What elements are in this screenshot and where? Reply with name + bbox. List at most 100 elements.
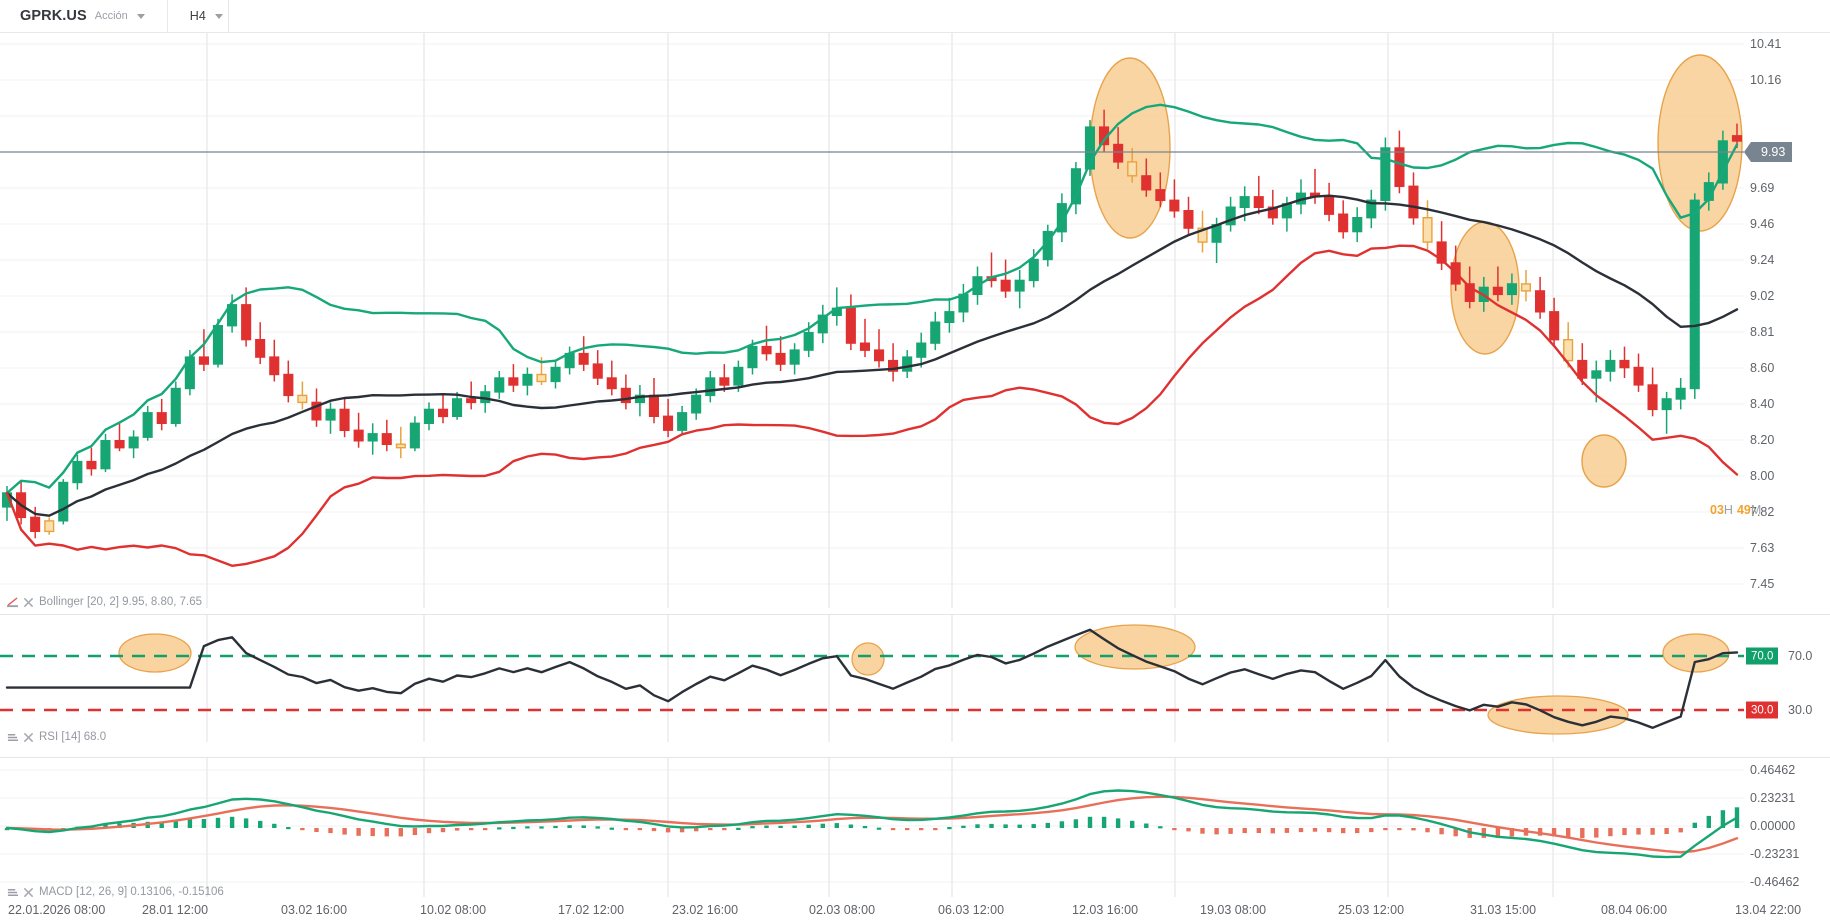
settings-icon[interactable]	[7, 887, 18, 898]
price-plot-area[interactable]	[0, 33, 1744, 608]
macd-tick: 0.00000	[1750, 819, 1796, 833]
price-scale[interactable]: 10.41 10.16 9.69 9.46 9.24 9.02 8.81 8.6…	[1743, 33, 1830, 608]
candle-body	[1436, 241, 1447, 264]
macd-histogram-bar	[1298, 828, 1304, 833]
candle-body	[114, 440, 125, 449]
macd-plot-area[interactable]	[0, 758, 1744, 897]
candle-body	[367, 433, 378, 442]
macd-histogram-bar	[1158, 826, 1163, 829]
macd-histogram-bar	[1256, 828, 1261, 833]
top-toolbar: GPRK.US Acción H4	[0, 0, 1830, 33]
macd-histogram-bar	[834, 823, 839, 828]
candle-body	[1000, 279, 1011, 292]
candle-body	[1731, 135, 1742, 142]
candle-body	[775, 352, 786, 365]
price-tick: 8.00	[1750, 469, 1775, 483]
macd-histogram-bar	[1369, 828, 1374, 833]
close-icon[interactable]	[23, 597, 34, 608]
candle-body	[170, 387, 181, 424]
chevron-down-icon	[136, 13, 145, 19]
settings-icon[interactable]	[7, 596, 18, 608]
candle-body	[1141, 175, 1152, 191]
candle-body	[536, 373, 547, 383]
candle-body	[494, 377, 505, 393]
macd-histogram-bar	[497, 827, 502, 830]
candle-body	[395, 443, 406, 449]
macd-histogram-bar	[623, 828, 629, 831]
macd-histogram-bar	[1270, 828, 1275, 834]
candle-body	[339, 408, 350, 431]
candle-body	[1267, 206, 1278, 219]
rsi-oversold-badge[interactable]: 30.0	[1746, 701, 1779, 719]
current-price-tag[interactable]: 9.93	[1743, 142, 1793, 162]
rsi-overbought-highlight-3	[1074, 624, 1196, 670]
macd-histogram-bar	[764, 825, 769, 828]
bollinger-legend[interactable]: Bollinger [20, 2] 9.95, 8.80, 7.65	[7, 596, 202, 608]
macd-histogram-bar	[215, 817, 221, 828]
macd-histogram-bar	[1551, 828, 1557, 837]
candle-body	[1408, 185, 1419, 219]
price-tick: 9.24	[1750, 253, 1775, 267]
rsi-overbought-badge[interactable]: 70.0	[1746, 647, 1779, 665]
candle-body	[283, 373, 294, 397]
candle-body	[1197, 227, 1208, 243]
macd-histogram-bar	[1073, 819, 1079, 828]
candle-body	[44, 520, 55, 533]
rsi-plot-area[interactable]	[0, 615, 1744, 742]
macd-histogram-bar	[1636, 828, 1641, 835]
symbol-selector[interactable]: GPRK.US Acción	[20, 8, 145, 24]
macd-histogram-bar	[1481, 828, 1486, 838]
macd-histogram-bar	[201, 819, 207, 828]
candle-body	[226, 304, 238, 327]
candle-body	[58, 481, 69, 522]
symbol-label: GPRK.US	[20, 8, 87, 24]
macd-histogram-bar	[1214, 828, 1219, 835]
rsi-scale[interactable]: 70.0 30.0 70.0 30.0	[1744, 615, 1830, 742]
timeframe-selector[interactable]: H4	[190, 9, 248, 23]
time-tick: 03.02 16:00	[281, 903, 348, 917]
candle-body	[156, 412, 167, 424]
close-icon[interactable]	[23, 732, 34, 743]
close-icon[interactable]	[23, 887, 34, 898]
macd-legend[interactable]: MACD [12, 26, 9] 0.13106, -0.15106	[7, 886, 224, 898]
candle-body	[255, 339, 266, 358]
macd-histogram-bar	[947, 827, 952, 830]
time-tick: 23.02 16:00	[672, 903, 739, 917]
candle-body	[1647, 384, 1658, 411]
macd-histogram-bar	[1284, 828, 1290, 833]
candle-body	[1225, 206, 1236, 226]
candle-body	[1169, 199, 1180, 212]
candle-body	[1689, 199, 1700, 390]
macd-scale[interactable]: 0.46462 0.23231 0.00000 -0.23231 -0.4646…	[1744, 758, 1830, 897]
macd-signal-line	[5, 795, 1739, 854]
candle-body	[86, 460, 97, 470]
rsi-highlight-ellipses	[118, 624, 1730, 735]
candle-body	[1661, 398, 1672, 411]
macd-histogram-bar	[511, 826, 516, 830]
candle-body	[1183, 209, 1194, 229]
breakout-highlight-4	[1657, 54, 1743, 232]
candle-body	[817, 314, 828, 334]
macd-tick: -0.23231	[1750, 847, 1800, 861]
price-tick: 10.41	[1750, 37, 1782, 51]
candle-body	[930, 321, 941, 344]
macd-histogram-bar	[989, 823, 994, 828]
macd-histogram-bar	[1115, 818, 1121, 828]
macd-tick: 0.23231	[1750, 791, 1796, 805]
macd-histogram-bar	[651, 828, 657, 832]
rsi-legend[interactable]: RSI [14] 68.0	[7, 731, 106, 743]
macd-histogram-bar	[750, 826, 755, 829]
candle-body	[705, 377, 716, 397]
macd-histogram-bar	[1453, 828, 1458, 837]
time-tick: 02.03 08:00	[809, 903, 876, 917]
time-tick: 22.01.2026 08:00	[8, 903, 106, 917]
candle-body	[325, 408, 336, 421]
price-tick: 8.20	[1750, 433, 1775, 447]
macd-histogram-bar	[1326, 828, 1332, 833]
macd-histogram-bar	[258, 820, 263, 828]
macd-histogram-bar	[300, 828, 305, 831]
candle-body	[466, 398, 477, 404]
settings-icon[interactable]	[7, 732, 18, 743]
candle-body	[198, 356, 210, 365]
